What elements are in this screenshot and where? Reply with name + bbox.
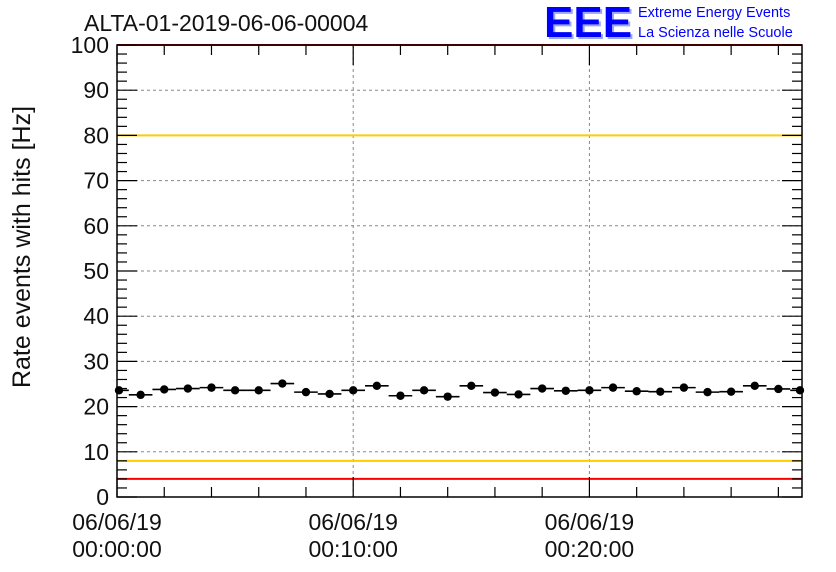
eee-logo-shadow: EEE bbox=[546, 1, 634, 45]
data-point bbox=[726, 387, 736, 396]
data-point bbox=[490, 388, 500, 397]
data-point bbox=[703, 387, 712, 397]
y-tick-label: 50 bbox=[83, 258, 109, 284]
data-point bbox=[443, 392, 452, 401]
data-point bbox=[656, 387, 665, 396]
x-tick-label-time: 00:10:00 bbox=[308, 536, 398, 562]
data-point bbox=[774, 384, 783, 394]
data-point bbox=[372, 381, 382, 391]
data-point bbox=[230, 386, 240, 395]
data-point bbox=[467, 381, 476, 391]
y-tick-label: 100 bbox=[71, 32, 109, 58]
data-point bbox=[795, 386, 805, 395]
data-point bbox=[750, 381, 759, 391]
data-point bbox=[207, 383, 216, 392]
data-point bbox=[136, 390, 145, 400]
data-point bbox=[679, 383, 689, 392]
x-tick-label-time: 00:00:00 bbox=[72, 536, 162, 562]
eee-logo-letters: EEE bbox=[544, 1, 632, 45]
y-tick-label: 80 bbox=[83, 122, 109, 148]
y-tick-label: 90 bbox=[83, 77, 109, 103]
data-point bbox=[160, 385, 169, 394]
chart-title: ALTA-01-2019-06-06-00004 bbox=[84, 10, 369, 36]
brand-line-1: Extreme Energy Events bbox=[638, 5, 791, 21]
y-tick-label: 20 bbox=[83, 394, 109, 420]
data-point bbox=[349, 386, 358, 395]
data-point bbox=[183, 384, 193, 393]
x-tick-label-date: 06/06/19 bbox=[72, 509, 162, 535]
eee-logo: EEE EEE bbox=[544, 1, 634, 45]
data-point bbox=[632, 387, 641, 396]
y-tick-label: 40 bbox=[83, 303, 109, 329]
y-tick-label: 60 bbox=[83, 213, 109, 239]
data-point bbox=[325, 389, 334, 399]
data-point bbox=[514, 390, 523, 399]
data-point bbox=[419, 386, 429, 395]
x-tick-label-date: 06/06/19 bbox=[308, 509, 398, 535]
y-tick-label: 30 bbox=[83, 348, 109, 374]
data-point bbox=[254, 386, 263, 395]
x-tick-label-date: 06/06/19 bbox=[545, 509, 635, 535]
data-point bbox=[396, 391, 405, 400]
data-point bbox=[301, 387, 311, 397]
y-axis-label: Rate events with hits [Hz] bbox=[8, 106, 36, 388]
data-point bbox=[585, 386, 594, 395]
brand-text: Extreme Energy Events La Scienza nelle S… bbox=[638, 3, 793, 43]
data-point bbox=[608, 383, 618, 392]
x-tick-label-time: 00:20:00 bbox=[545, 536, 635, 562]
y-tick-label: 0 bbox=[96, 484, 109, 510]
y-tick-label: 10 bbox=[83, 439, 109, 465]
data-point bbox=[537, 384, 547, 393]
data-point bbox=[561, 386, 570, 395]
data-point bbox=[278, 379, 287, 388]
y-tick-label: 70 bbox=[83, 168, 109, 194]
data-point bbox=[114, 386, 124, 395]
brand-line-2: La Scienza nelle Scuole bbox=[638, 25, 793, 41]
